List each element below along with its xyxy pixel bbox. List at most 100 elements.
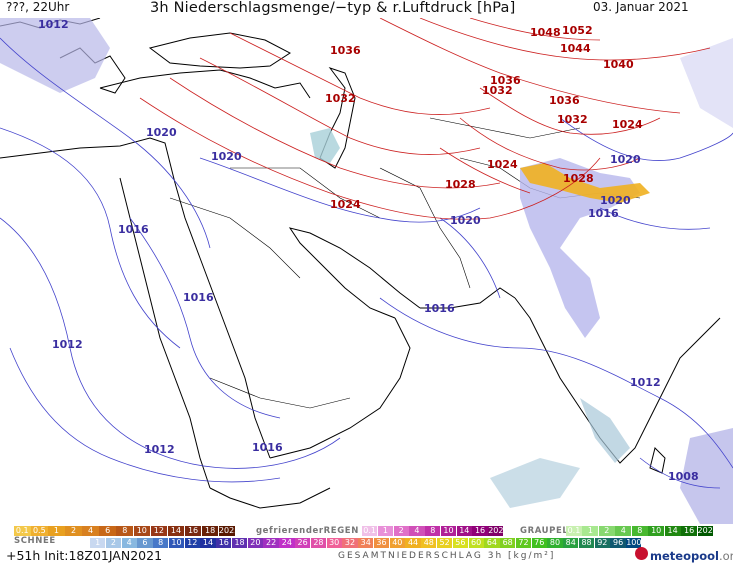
legend-swatch: 18 <box>201 526 219 536</box>
legend-swatch: 24 <box>279 538 295 548</box>
freezing-rain-label: gefrierenderREGEN <box>256 526 359 536</box>
legend-swatch: 28 <box>310 538 327 548</box>
legend-swatch: 48 <box>421 538 437 548</box>
isobar-label: 1032 <box>557 113 588 126</box>
legend-swatch: 100+ <box>626 538 642 548</box>
legend-swatch: 72 <box>515 538 532 548</box>
valid-time-label: ???, 22Uhr <box>6 0 70 14</box>
isobar-label: 1020 <box>450 214 481 227</box>
graupel-label: GRAUPEL <box>520 526 569 536</box>
isobar-label: 1044 <box>560 42 591 55</box>
legend-swatch: 2 <box>105 538 122 548</box>
legend-swatch: 2025+ <box>488 526 504 536</box>
isobar-label: 1016 <box>252 441 283 454</box>
isobar-label: 1012 <box>38 18 69 31</box>
isobar-label: 1016 <box>424 302 455 315</box>
isobar-label: 1020 <box>610 153 641 166</box>
legend-swatch: 6 <box>99 526 116 536</box>
legend-row-upper: 0.10.51246810121416182025+ gefrierenderR… <box>0 525 733 539</box>
legend-swatch: 10 <box>168 538 185 548</box>
meteopool-logo-icon <box>635 547 648 560</box>
isobar-label: 1024 <box>330 198 361 211</box>
legend-swatch: 32 <box>342 538 358 548</box>
legend-swatch: 64 <box>484 538 500 548</box>
legend-swatch: 16 <box>216 538 232 548</box>
legend-swatch: 76 <box>531 538 547 548</box>
legend-swatch: 1 <box>48 526 65 536</box>
legend-swatch: 2 <box>65 526 82 536</box>
isobar-label: 1028 <box>563 172 594 185</box>
legend-swatch: 88 <box>578 538 595 548</box>
legend-swatch: 2 <box>393 526 409 536</box>
legend-swatch: 96 <box>610 538 626 548</box>
isobar-label: 1036 <box>330 44 361 57</box>
isobar-labels: 1012 1020 1020 1016 1016 1012 1012 1016 … <box>38 18 699 483</box>
legend-swatch: 4 <box>82 526 99 536</box>
map-date: 03. Januar 2021 <box>593 0 689 14</box>
legend-swatch: 2025+ <box>218 526 236 536</box>
snow-label: SCHNEE <box>14 536 56 546</box>
legend-swatch: 14 <box>456 526 472 536</box>
isobar-label: 1040 <box>603 58 634 71</box>
isobar-label: 1032 <box>482 84 513 97</box>
legend-swatch: 8 <box>153 538 169 548</box>
legend-swatch: 14 <box>200 538 216 548</box>
isobars-high <box>139 18 711 220</box>
isobar-label: 1012 <box>52 338 83 351</box>
isobar-label: 1020 <box>211 150 242 163</box>
legend-swatch: 20 <box>247 538 263 548</box>
legend-swatch: 6 <box>137 538 153 548</box>
precipitation-areas <box>0 18 733 524</box>
legend-swatch: 2 <box>598 526 615 536</box>
legend-swatch: 1 <box>582 526 599 536</box>
isobar-label: 1020 <box>146 126 177 139</box>
isobar-label: 1052 <box>562 24 593 37</box>
isobar-label: 1020 <box>600 194 631 207</box>
legend-swatch: 8 <box>425 526 441 536</box>
legend-swatch: 44 <box>405 538 421 548</box>
legend-swatch: 16 <box>472 526 488 536</box>
isobar-label: 1024 <box>612 118 643 131</box>
legend-swatch: 0.1 <box>566 526 582 536</box>
legend-row-lower: SCHNEE 1 2 4 6 8 10 12 14 16 18 20 22 24 26 28 30 32 34 36… <box>0 536 733 551</box>
legend-swatch: 8 <box>631 526 648 536</box>
isobar-label: 1028 <box>445 178 476 191</box>
isobar-label: 1016 <box>183 291 214 304</box>
legend-swatch: 22 <box>263 538 279 548</box>
isobar-label: 1016 <box>588 207 619 220</box>
legend-swatch: 80 <box>547 538 563 548</box>
legend-swatch: 36 <box>373 538 390 548</box>
isobar-label: 1016 <box>118 223 149 236</box>
legend-swatch: 12 <box>184 538 200 548</box>
map-title: 3h Niederschlagsmenge/−typ & r.Luftdruck… <box>150 0 516 16</box>
legend-swatch: 12 <box>150 526 168 536</box>
isobar-label: 1032 <box>325 92 356 105</box>
legend-swatch: 14 <box>664 526 681 536</box>
legend-swatch: 34 <box>358 538 374 548</box>
legend-swatch: 4 <box>409 526 425 536</box>
isobar-label: 1036 <box>490 74 521 87</box>
brand-name: meteopool.org <box>650 549 733 563</box>
run-info: +51h Init:18Z01JAN2021 <box>6 548 163 563</box>
legend-swatch: 4 <box>615 526 632 536</box>
isobar-label: 1036 <box>549 94 580 107</box>
forecast-map: 1012 1020 1020 1016 1016 1012 1012 1016 … <box>0 18 733 524</box>
legend-swatch: 8 <box>116 526 134 536</box>
legend-swatch: 14 <box>167 526 185 536</box>
legend-swatch: 1 <box>377 526 394 536</box>
legend-swatch: 52 <box>436 538 453 548</box>
isobar-label: 1012 <box>144 443 175 456</box>
legend-swatch: 0.1 <box>362 526 378 536</box>
legend-swatch: 26 <box>295 538 311 548</box>
isobar-label: 1008 <box>668 470 699 483</box>
legend-swatch: 68 <box>500 538 516 548</box>
isobar-label: 1048 <box>530 26 561 39</box>
legend-swatch: 4 <box>121 538 137 548</box>
legend-swatch: 56 <box>452 538 468 548</box>
legend-swatch: 10 <box>440 526 457 536</box>
total-precip-label: GESAMTNIEDERSCHLAG 3h [kg/m²] <box>338 551 556 561</box>
legend-swatch: 18 <box>231 538 248 548</box>
legend-swatch: 2025+ <box>697 526 714 536</box>
legend-swatch: 92 <box>594 538 610 548</box>
